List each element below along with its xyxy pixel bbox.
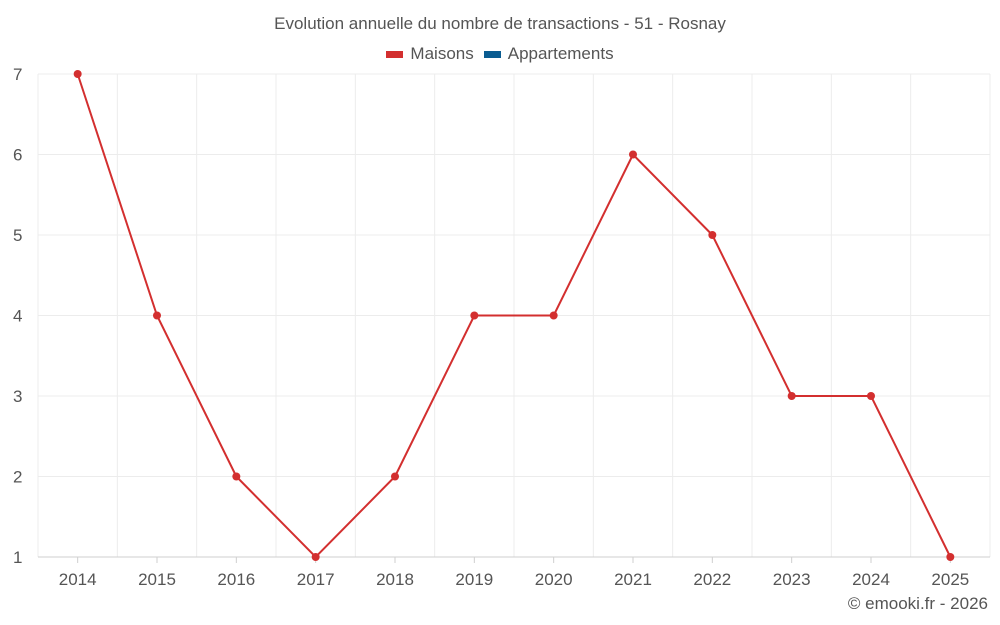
data-point-maisons-2024 — [867, 392, 875, 400]
data-point-maisons-2017 — [311, 553, 320, 561]
credit-text: © emooki.fr - 2026 — [847, 594, 988, 613]
y-tick-label: 5 — [13, 226, 22, 245]
legend-swatch-maisons — [386, 50, 404, 58]
legend: Maisons Appartements — [0, 44, 1000, 64]
y-tick-label: 4 — [13, 307, 22, 326]
y-tick-label: 3 — [13, 387, 22, 406]
chart-title: Evolution annuelle du nombre de transact… — [274, 14, 726, 33]
x-tick-label: 2014 — [59, 570, 97, 589]
x-tick-label: 2020 — [535, 570, 573, 589]
legend-swatch-appartements — [483, 50, 501, 58]
x-tick-label: 2022 — [693, 570, 731, 589]
x-tick-label: 2023 — [773, 570, 811, 589]
y-tick-label: 6 — [13, 146, 22, 165]
data-point-maisons-2020 — [549, 311, 558, 320]
data-point-maisons-2023 — [787, 392, 796, 400]
y-tick-label: 1 — [13, 548, 22, 567]
data-point-maisons-2019 — [470, 311, 479, 320]
legend-item-maisons[interactable]: Maisons — [386, 44, 474, 64]
series-line-maisons — [76, 73, 952, 559]
x-tick-label: 2015 — [138, 570, 176, 589]
x-tick-label: 2024 — [852, 570, 890, 589]
data-point-maisons-2021 — [629, 150, 637, 159]
y-tick-label: 7 — [13, 65, 22, 84]
data-point-maisons-2014 — [73, 70, 82, 78]
y-tick-label: 2 — [13, 468, 22, 487]
data-point-maisons-2018 — [391, 472, 399, 481]
legend-label-maisons: Maisons — [410, 44, 474, 63]
x-tick-label: 2021 — [614, 570, 652, 589]
x-tick-label: 2018 — [376, 570, 414, 589]
x-tick-label: 2019 — [455, 570, 493, 589]
data-point-maisons-2022 — [708, 231, 717, 239]
data-point-maisons-2016 — [232, 472, 241, 481]
x-tick-label: 2025 — [931, 570, 969, 589]
data-point-maisons-2025 — [946, 553, 955, 561]
data-point-maisons-2015 — [153, 311, 161, 320]
legend-item-appartements[interactable]: Appartements — [483, 44, 614, 64]
legend-label-appartements: Appartements — [507, 44, 614, 63]
x-tick-label: 2017 — [297, 570, 335, 589]
x-tick-label: 2016 — [217, 570, 255, 589]
